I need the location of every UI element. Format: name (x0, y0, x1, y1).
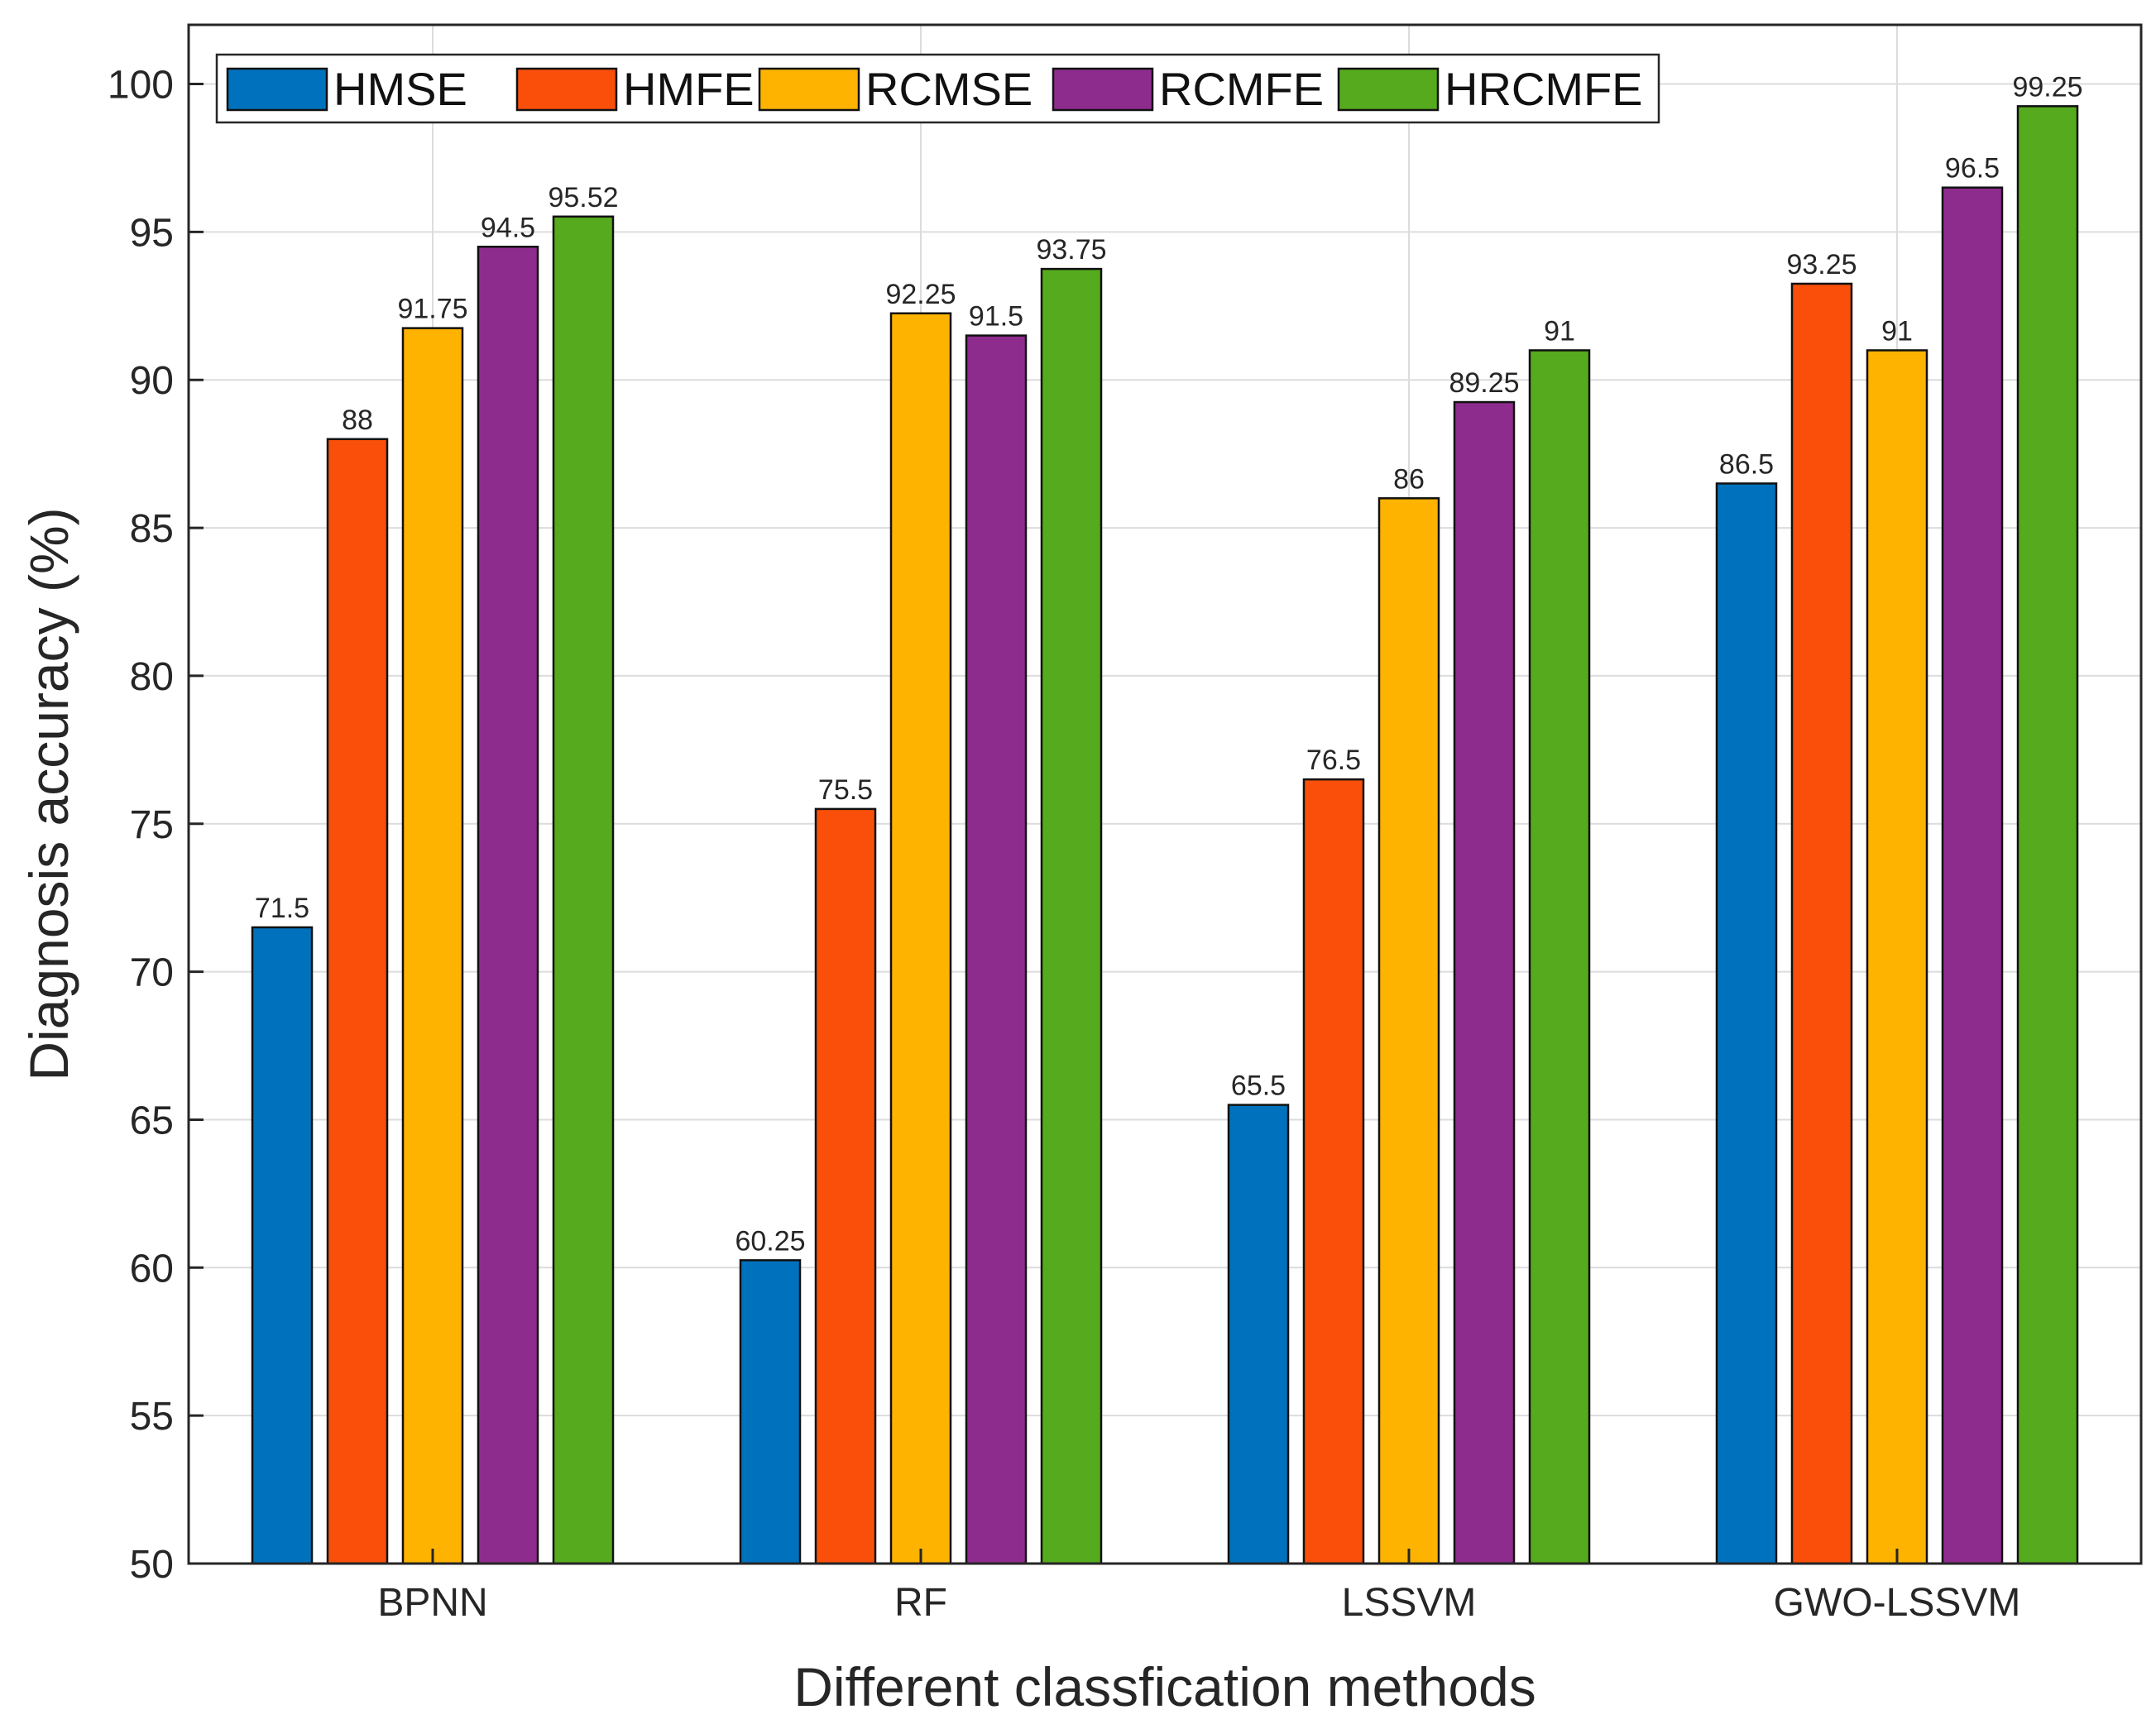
bar-hrcmfe-lssvm (1528, 349, 1591, 1565)
y-tick-label: 80 (130, 655, 174, 699)
bar-hmfe-gwo-lssvm (1790, 282, 1853, 1565)
y-tick-label: 60 (130, 1247, 174, 1291)
bar-rcmfe-lssvm (1453, 400, 1516, 1565)
y-tick-label: 50 (130, 1543, 174, 1587)
data-label: 99.25 (2012, 71, 2082, 103)
bar-hmse-bpnn (251, 926, 314, 1565)
data-label: 60.25 (735, 1225, 805, 1257)
bar-hrcmfe-gwo-lssvm (2016, 105, 2079, 1565)
bar-rcmse-lssvm (1377, 497, 1440, 1565)
data-label: 91 (1881, 315, 1913, 347)
legend: HMSE HMFE RCMSE RCMFE HRCMFE (215, 53, 1660, 124)
bar-rcmfe-bpnn (477, 246, 539, 1565)
bar-hmfe-bpnn (326, 438, 389, 1565)
x-axis-title: Different classfication methods (793, 1656, 1536, 1717)
x-tick-label: LSSVM (1342, 1581, 1477, 1625)
data-label: 89.25 (1449, 367, 1519, 399)
x-tick-label: GWO-LSSVM (1774, 1581, 2021, 1625)
bar-hmfe-rf (814, 807, 877, 1565)
legend-swatch-hrcmfe (1337, 67, 1440, 112)
y-axis-title: Diagnosis accuracy (%) (18, 507, 79, 1080)
data-label: 76.5 (1306, 745, 1361, 776)
legend-label-rcmse: RCMSE (865, 63, 1032, 115)
x-axis-ticks: BPNN RF LSSVM GWO-LSSVM (377, 1549, 2020, 1625)
data-label: 95.52 (548, 182, 618, 213)
bar-rcmse-bpnn (401, 327, 464, 1565)
data-label: 91.5 (969, 301, 1023, 333)
data-label: 88 (342, 405, 373, 436)
bar-hrcmfe-bpnn (552, 215, 615, 1565)
bar-hmse-gwo-lssvm (1715, 482, 1778, 1565)
bar-rcmse-rf (889, 312, 952, 1565)
y-tick-label: 85 (130, 507, 174, 551)
x-tick-label: BPNN (377, 1581, 487, 1625)
y-tick-label: 100 (108, 64, 174, 108)
data-label: 86 (1393, 463, 1425, 495)
data-label: 71.5 (255, 893, 309, 924)
data-label: 86.5 (1719, 448, 1774, 480)
legend-swatch-hmse (226, 67, 328, 112)
data-label: 91.75 (397, 294, 467, 325)
legend-label-hrcmfe: HRCMFE (1445, 63, 1643, 115)
legend-swatch-rcmse (758, 67, 860, 112)
data-label: 75.5 (818, 774, 873, 806)
y-tick-label: 65 (130, 1099, 174, 1142)
legend-label-rcmfe: RCMFE (1159, 63, 1324, 115)
y-tick-label: 55 (130, 1395, 174, 1439)
legend-swatch-hmfe (515, 67, 618, 112)
data-label: 92.25 (885, 279, 956, 310)
data-label: 93.25 (1786, 249, 1857, 280)
bar-rcmfe-rf (965, 334, 1028, 1565)
data-labels: 71.5 60.25 65.5 86.5 88 75.5 76.5 93.25 91.75 92.… (255, 71, 2083, 1257)
y-tick-label: 70 (130, 951, 174, 995)
bar-hmse-lssvm (1227, 1104, 1290, 1565)
plot-frame (187, 23, 2143, 1565)
legend-label-hmfe: HMFE (623, 63, 755, 115)
y-tick-label: 90 (130, 359, 174, 403)
y-tick-label: 75 (130, 803, 174, 847)
bars (251, 105, 2079, 1565)
legend-label-hmse: HMSE (333, 63, 467, 115)
legend-swatch-rcmfe (1052, 67, 1154, 112)
bar-rcmfe-gwo-lssvm (1941, 186, 2004, 1565)
x-tick-label: RF (894, 1581, 947, 1625)
bar-hmse-rf (739, 1259, 802, 1565)
data-label: 91 (1544, 315, 1575, 347)
data-label: 93.75 (1036, 234, 1106, 266)
y-tick-label: 95 (130, 211, 174, 255)
data-label: 96.5 (1945, 153, 2000, 184)
data-label: 65.5 (1231, 1070, 1286, 1102)
bar-rcmse-gwo-lssvm (1866, 349, 1928, 1565)
y-axis-ticks: 50 55 60 65 70 75 80 85 90 95 100 (108, 64, 204, 1587)
bar-hmfe-lssvm (1302, 778, 1365, 1565)
data-label: 94.5 (481, 212, 535, 243)
bar-hrcmfe-rf (1040, 267, 1103, 1565)
